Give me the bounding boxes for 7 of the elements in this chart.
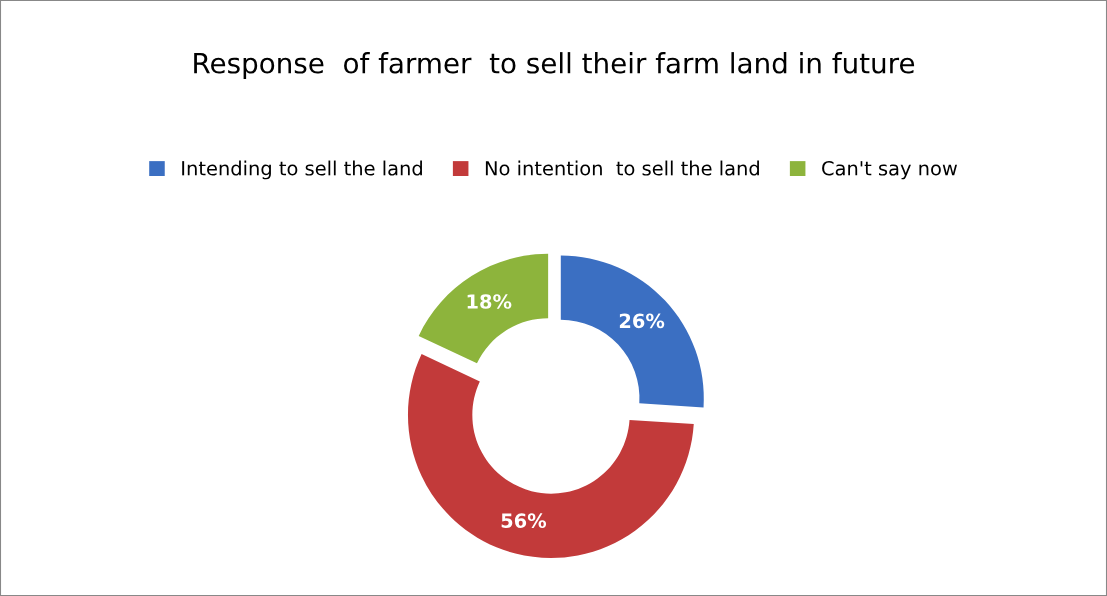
data-label: 56%: [501, 513, 547, 528]
legend-label: No intention to sell the land: [485, 160, 759, 176]
data-label: 18%: [467, 294, 512, 309]
data-label: 26%: [619, 313, 665, 329]
chart-title: Response of farmer to sell their farm land in future: [194, 52, 915, 79]
legend-label: Intending to sell the land: [182, 160, 422, 180]
legend-label: Can't say now: [822, 160, 957, 180]
